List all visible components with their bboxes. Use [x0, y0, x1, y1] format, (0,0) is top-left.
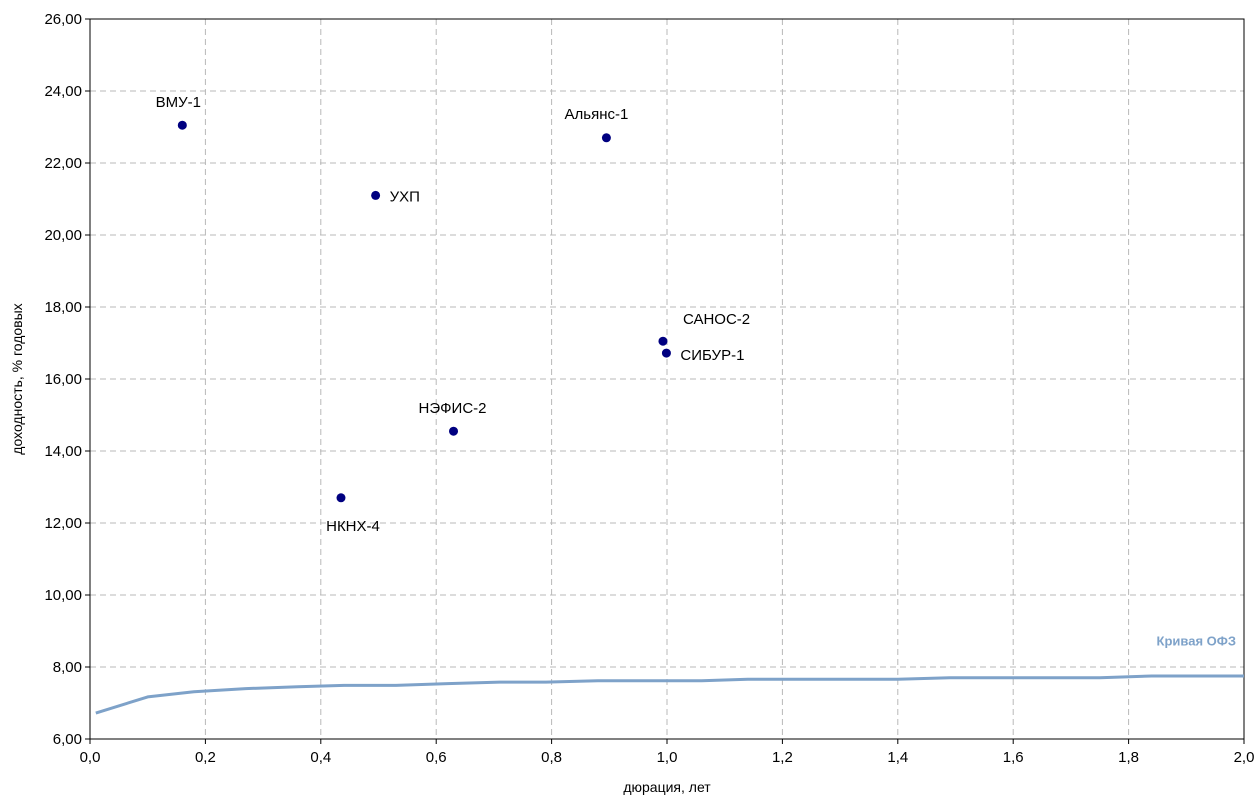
bond-point-label: УХП [390, 188, 420, 205]
x-tick-label: 1,6 [1003, 749, 1024, 766]
axis-ticks: 0,0 0,2 0,4 0,6 0,8 1,0 1,2 1,4 1,6 1,8 2,0 6,00 8,0… [44, 11, 1254, 766]
x-tick-label: 0,0 [80, 749, 101, 766]
bond-point [658, 336, 668, 346]
y-tick-label: 12,00 [44, 515, 82, 532]
y-tick-label: 24,00 [44, 83, 82, 100]
bond-point-label: НКНХ-4 [326, 518, 380, 535]
bond-point-label: ВМУ-1 [156, 94, 201, 111]
bond-point [336, 493, 346, 503]
x-axis-title: дюрация, лет [623, 779, 711, 795]
x-tick-label: 0,8 [541, 749, 562, 766]
ofz-curve-line [95, 674, 1244, 715]
grid-lines [90, 19, 1244, 739]
bond-point-label: СИБУР-1 [680, 347, 744, 364]
bond-point [449, 426, 459, 436]
x-tick-label: 1,2 [772, 749, 793, 766]
y-tick-label: 18,00 [44, 299, 82, 316]
bond-point [371, 190, 381, 200]
x-tick-label: 0,2 [195, 749, 216, 766]
x-tick-label: 0,4 [310, 749, 331, 766]
y-tick-label: 8,00 [53, 659, 82, 676]
bond-point [661, 348, 671, 358]
y-tick-label: 20,00 [44, 227, 82, 244]
x-tick-label: 1,4 [887, 749, 908, 766]
x-tick-label: 0,6 [426, 749, 447, 766]
y-tick-label: 26,00 [44, 11, 82, 28]
bond-point [601, 133, 611, 143]
ofz-curve-label: Кривая ОФЗ [1157, 633, 1236, 648]
bond-point-label: Альянс-1 [565, 106, 629, 123]
y-tick-label: 16,00 [44, 371, 82, 388]
bond-point [177, 120, 187, 130]
y-tick-label: 22,00 [44, 155, 82, 172]
y-tick-label: 14,00 [44, 443, 82, 460]
y-tick-label: 6,00 [53, 731, 82, 748]
x-tick-label: 2,0 [1234, 749, 1255, 766]
y-axis-title: доходность, % годовых [9, 303, 25, 454]
axis-titles: дюрация, лет доходность, % годовых [9, 303, 711, 795]
ofz-curve-group: Кривая ОФЗ [95, 633, 1244, 715]
bond-point-label: САНОС-2 [683, 311, 750, 328]
x-tick-label: 1,0 [657, 749, 678, 766]
bond-point-label: НЭФИС-2 [419, 400, 487, 417]
y-tick-label: 10,00 [44, 587, 82, 604]
bond-points-group: ВМУ-1 УХП НКНХ-4 НЭФИС-2 Альянс-1 САНОС-2 СИБУ… [156, 94, 751, 535]
x-tick-label: 1,8 [1118, 749, 1139, 766]
